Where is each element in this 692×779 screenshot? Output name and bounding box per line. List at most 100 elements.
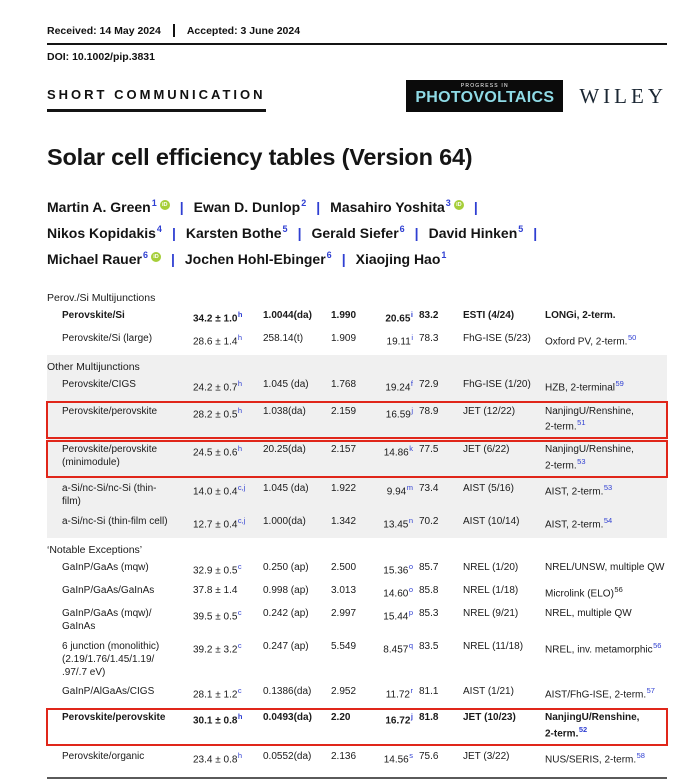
footnote-sup: r (410, 686, 414, 696)
cell-eff: 28.6 ± 1.4h (193, 333, 243, 348)
header-rule (47, 43, 667, 45)
author-affiliation-sup: 6 (142, 250, 148, 261)
cell-note: LONGi, 2-term. (545, 310, 616, 322)
cell-note: NREL/UNSW, multiple QW (545, 562, 665, 574)
author-affiliation-sup: 6 (399, 224, 405, 235)
cell-ff: 77.5 (419, 444, 439, 456)
section-label: Other Multijunctions (47, 360, 140, 373)
author-name: Karsten Bothe5 (185, 224, 288, 241)
cell-desc: Perovskite/Si (62, 310, 125, 322)
table-row: a-Si/nc-Si (thin-film cell) 12.7 ± 0.4c,j… (47, 512, 667, 535)
author-separator: | (473, 199, 478, 215)
cell-area: 0.0552(da) (263, 751, 312, 763)
footnote-sup: 56 (614, 585, 623, 595)
journal-logo-name: PHOTOVOLTAICS (415, 89, 555, 106)
author-separator: | (316, 199, 321, 215)
received-accepted-line: Received: 14 May 2024 Accepted: 3 June 2… (47, 24, 667, 37)
cell-voc: 2.20 (331, 712, 351, 724)
cell-voc: 1.342 (331, 515, 357, 527)
cell-centre: NREL (1/18) (463, 585, 519, 597)
footnote-sup: c (237, 562, 242, 572)
table-row: Perovskite/organic 23.4 ± 0.8h 0.0552(da) 2… (47, 748, 667, 771)
author-affiliation-sup: 4 (156, 224, 162, 235)
cell-jsc: 19.11i (386, 333, 413, 348)
footnote-sup: h (237, 310, 243, 320)
cell-voc: 2.157 (331, 444, 357, 456)
cell-centre: JET (3/22) (463, 751, 510, 763)
table-section: Other Multijunctions Perovskite/CIGS 24.2 … (46, 354, 668, 538)
footnote-sup: h (237, 333, 243, 343)
cell-note: HZB, 2-terminal59 (545, 379, 624, 394)
footnote-sup: c,j (237, 483, 246, 493)
author-affiliation-sup: 3 (445, 198, 451, 209)
author-name: Nikos Kopidakis4 (47, 224, 162, 241)
orcid-icon[interactable]: iD (150, 252, 161, 263)
footnote-sup: 53 (577, 457, 586, 467)
cell-ff: 83.5 (419, 640, 439, 652)
cell-area: 20.25(da) (263, 444, 306, 456)
cell-ff: 85.3 (419, 608, 439, 620)
cell-ff: 85.7 (419, 562, 439, 574)
cell-desc: GaInP/AlGaAs/CIGS (62, 686, 155, 698)
cell-voc: 5.549 (331, 640, 357, 652)
cell-jsc: 9.94m (386, 483, 413, 498)
footnote-sup: 56 (653, 640, 662, 650)
cell-desc: a-Si/nc-Si (thin-film cell) (62, 515, 168, 527)
footnote-sup: h (237, 379, 243, 389)
table-row: Perovskite/Si (large) 28.6 ± 1.4h 258.14(t… (47, 330, 667, 353)
table-row: Perovskite/perovskite (minimodule) 24.5 ± … (46, 439, 668, 478)
author-separator: | (179, 199, 184, 215)
author-affiliation-sup: 1 (441, 250, 447, 261)
cell-area: 1.038(da) (263, 405, 306, 417)
journal-logo-tagline: PROGRESS IN (460, 83, 509, 89)
cell-area: 0.998 (ap) (263, 585, 309, 597)
cell-eff: 30.1 ± 0.8h (193, 712, 243, 727)
table-row: Perovskite/perovskite 28.2 ± 0.5h 1.038(da… (46, 401, 668, 439)
table-row: Perovskite/perovskite 30.1 ± 0.8h 0.0493(d… (46, 707, 668, 746)
table-row: 6 junction (monolithic) (2.19/1.76/1.45/1… (47, 637, 667, 682)
author-separator: | (414, 224, 419, 241)
cell-voc: 1.990 (331, 310, 357, 322)
cell-voc: 2.997 (331, 608, 357, 620)
cell-eff: 12.7 ± 0.4c,j (193, 515, 246, 531)
table-row: a-Si/nc-Si/nc-Si (thin-film) 14.0 ± 0.4c,… (47, 480, 667, 513)
cell-area: 1.0044(da) (263, 310, 312, 322)
cell-jsc: 20.65i (385, 310, 413, 325)
author-affiliation-sup: 5 (518, 224, 524, 235)
cell-jsc: 19.24f (385, 379, 413, 394)
footnote-sup: c (237, 608, 242, 618)
cell-desc: GaInP/GaAs (mqw)/GaInAs (62, 608, 152, 633)
cell-note: NREL, inv. metamorphic56 (545, 640, 662, 656)
author-affiliation-sup: 5 (282, 224, 288, 235)
cell-ff: 75.6 (419, 751, 439, 763)
cell-voc: 1.909 (331, 333, 357, 345)
cell-desc: a-Si/nc-Si/nc-Si (thin-film) (62, 483, 157, 508)
cell-ff: 81.8 (419, 712, 439, 724)
cell-ff: 83.2 (419, 310, 439, 322)
cell-jsc: 15.44p (383, 608, 413, 623)
cell-note: Microlink (ELO)56 (545, 585, 623, 600)
orcid-icon[interactable]: iD (453, 200, 464, 211)
cell-note: AIST, 2-term.53 (545, 483, 613, 498)
masthead: SHORT COMMUNICATION PROGRESS IN PHOTOVOL… (47, 80, 667, 112)
cell-area: 0.247 (ap) (263, 640, 309, 652)
footnote-sup: m (406, 483, 413, 493)
footnote-sup: h (237, 444, 243, 454)
cell-eff: 37.8 ± 1.4 (193, 585, 238, 597)
table-row: Perovskite/CIGS 24.2 ± 0.7h 1.045 (da) 1.76… (47, 376, 667, 399)
cell-jsc: 15.36o (383, 562, 413, 577)
cell-voc: 3.013 (331, 585, 357, 597)
cell-ff: 78.9 (419, 405, 439, 417)
cell-eff: 23.4 ± 0.8h (193, 751, 243, 766)
cell-voc: 2.952 (331, 686, 357, 698)
author-name: Masahiro Yoshita3 iD (330, 198, 464, 215)
footnote-sup: i (410, 310, 413, 320)
cell-desc: Perovskite/perovskite (minimodule) (62, 444, 158, 469)
orcid-icon[interactable]: iD (159, 200, 170, 211)
page-title: Solar cell efficiency tables (Version 64… (47, 144, 473, 170)
cell-eff: 24.2 ± 0.7h (193, 379, 243, 394)
cell-area: 1.000(da) (263, 515, 306, 527)
footnote-sup: 58 (636, 751, 645, 761)
author-name: Martin A. Green1 iD (47, 198, 170, 215)
cell-ff: 72.9 (419, 379, 439, 391)
